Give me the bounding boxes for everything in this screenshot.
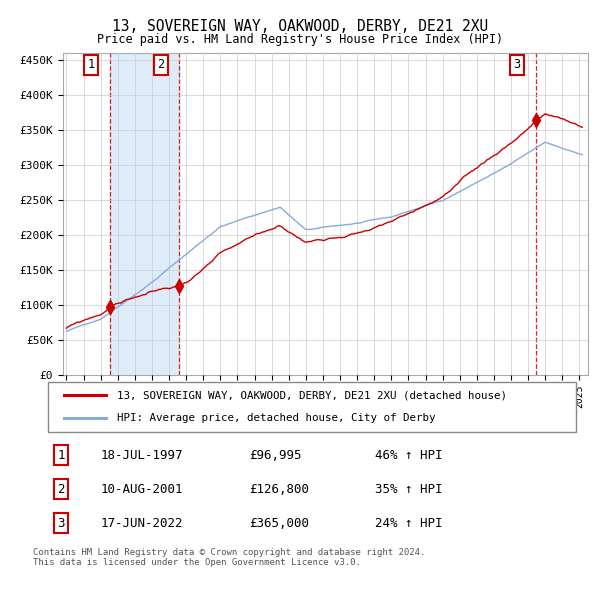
- Text: 18-JUL-1997: 18-JUL-1997: [101, 448, 184, 462]
- Bar: [110, 53, 179, 375]
- Text: 24% ↑ HPI: 24% ↑ HPI: [376, 517, 443, 530]
- Text: 46% ↑ HPI: 46% ↑ HPI: [376, 448, 443, 462]
- Text: 2: 2: [157, 58, 164, 71]
- Text: 13, SOVEREIGN WAY, OAKWOOD, DERBY, DE21 2XU: 13, SOVEREIGN WAY, OAKWOOD, DERBY, DE21 …: [112, 19, 488, 34]
- Text: Price paid vs. HM Land Registry's House Price Index (HPI): Price paid vs. HM Land Registry's House …: [97, 33, 503, 46]
- Text: Contains HM Land Registry data © Crown copyright and database right 2024.
This d: Contains HM Land Registry data © Crown c…: [33, 548, 425, 567]
- Text: 17-JUN-2022: 17-JUN-2022: [101, 517, 184, 530]
- Text: £126,800: £126,800: [248, 483, 308, 496]
- Text: 35% ↑ HPI: 35% ↑ HPI: [376, 483, 443, 496]
- Text: 3: 3: [514, 58, 521, 71]
- Text: £96,995: £96,995: [248, 448, 301, 462]
- Text: HPI: Average price, detached house, City of Derby: HPI: Average price, detached house, City…: [116, 414, 435, 424]
- Text: 3: 3: [58, 517, 65, 530]
- FancyBboxPatch shape: [48, 382, 576, 432]
- Text: 1: 1: [58, 448, 65, 462]
- Text: 1: 1: [88, 58, 95, 71]
- Text: 2: 2: [58, 483, 65, 496]
- Text: 13, SOVEREIGN WAY, OAKWOOD, DERBY, DE21 2XU (detached house): 13, SOVEREIGN WAY, OAKWOOD, DERBY, DE21 …: [116, 390, 506, 400]
- Text: £365,000: £365,000: [248, 517, 308, 530]
- Text: 10-AUG-2001: 10-AUG-2001: [101, 483, 184, 496]
